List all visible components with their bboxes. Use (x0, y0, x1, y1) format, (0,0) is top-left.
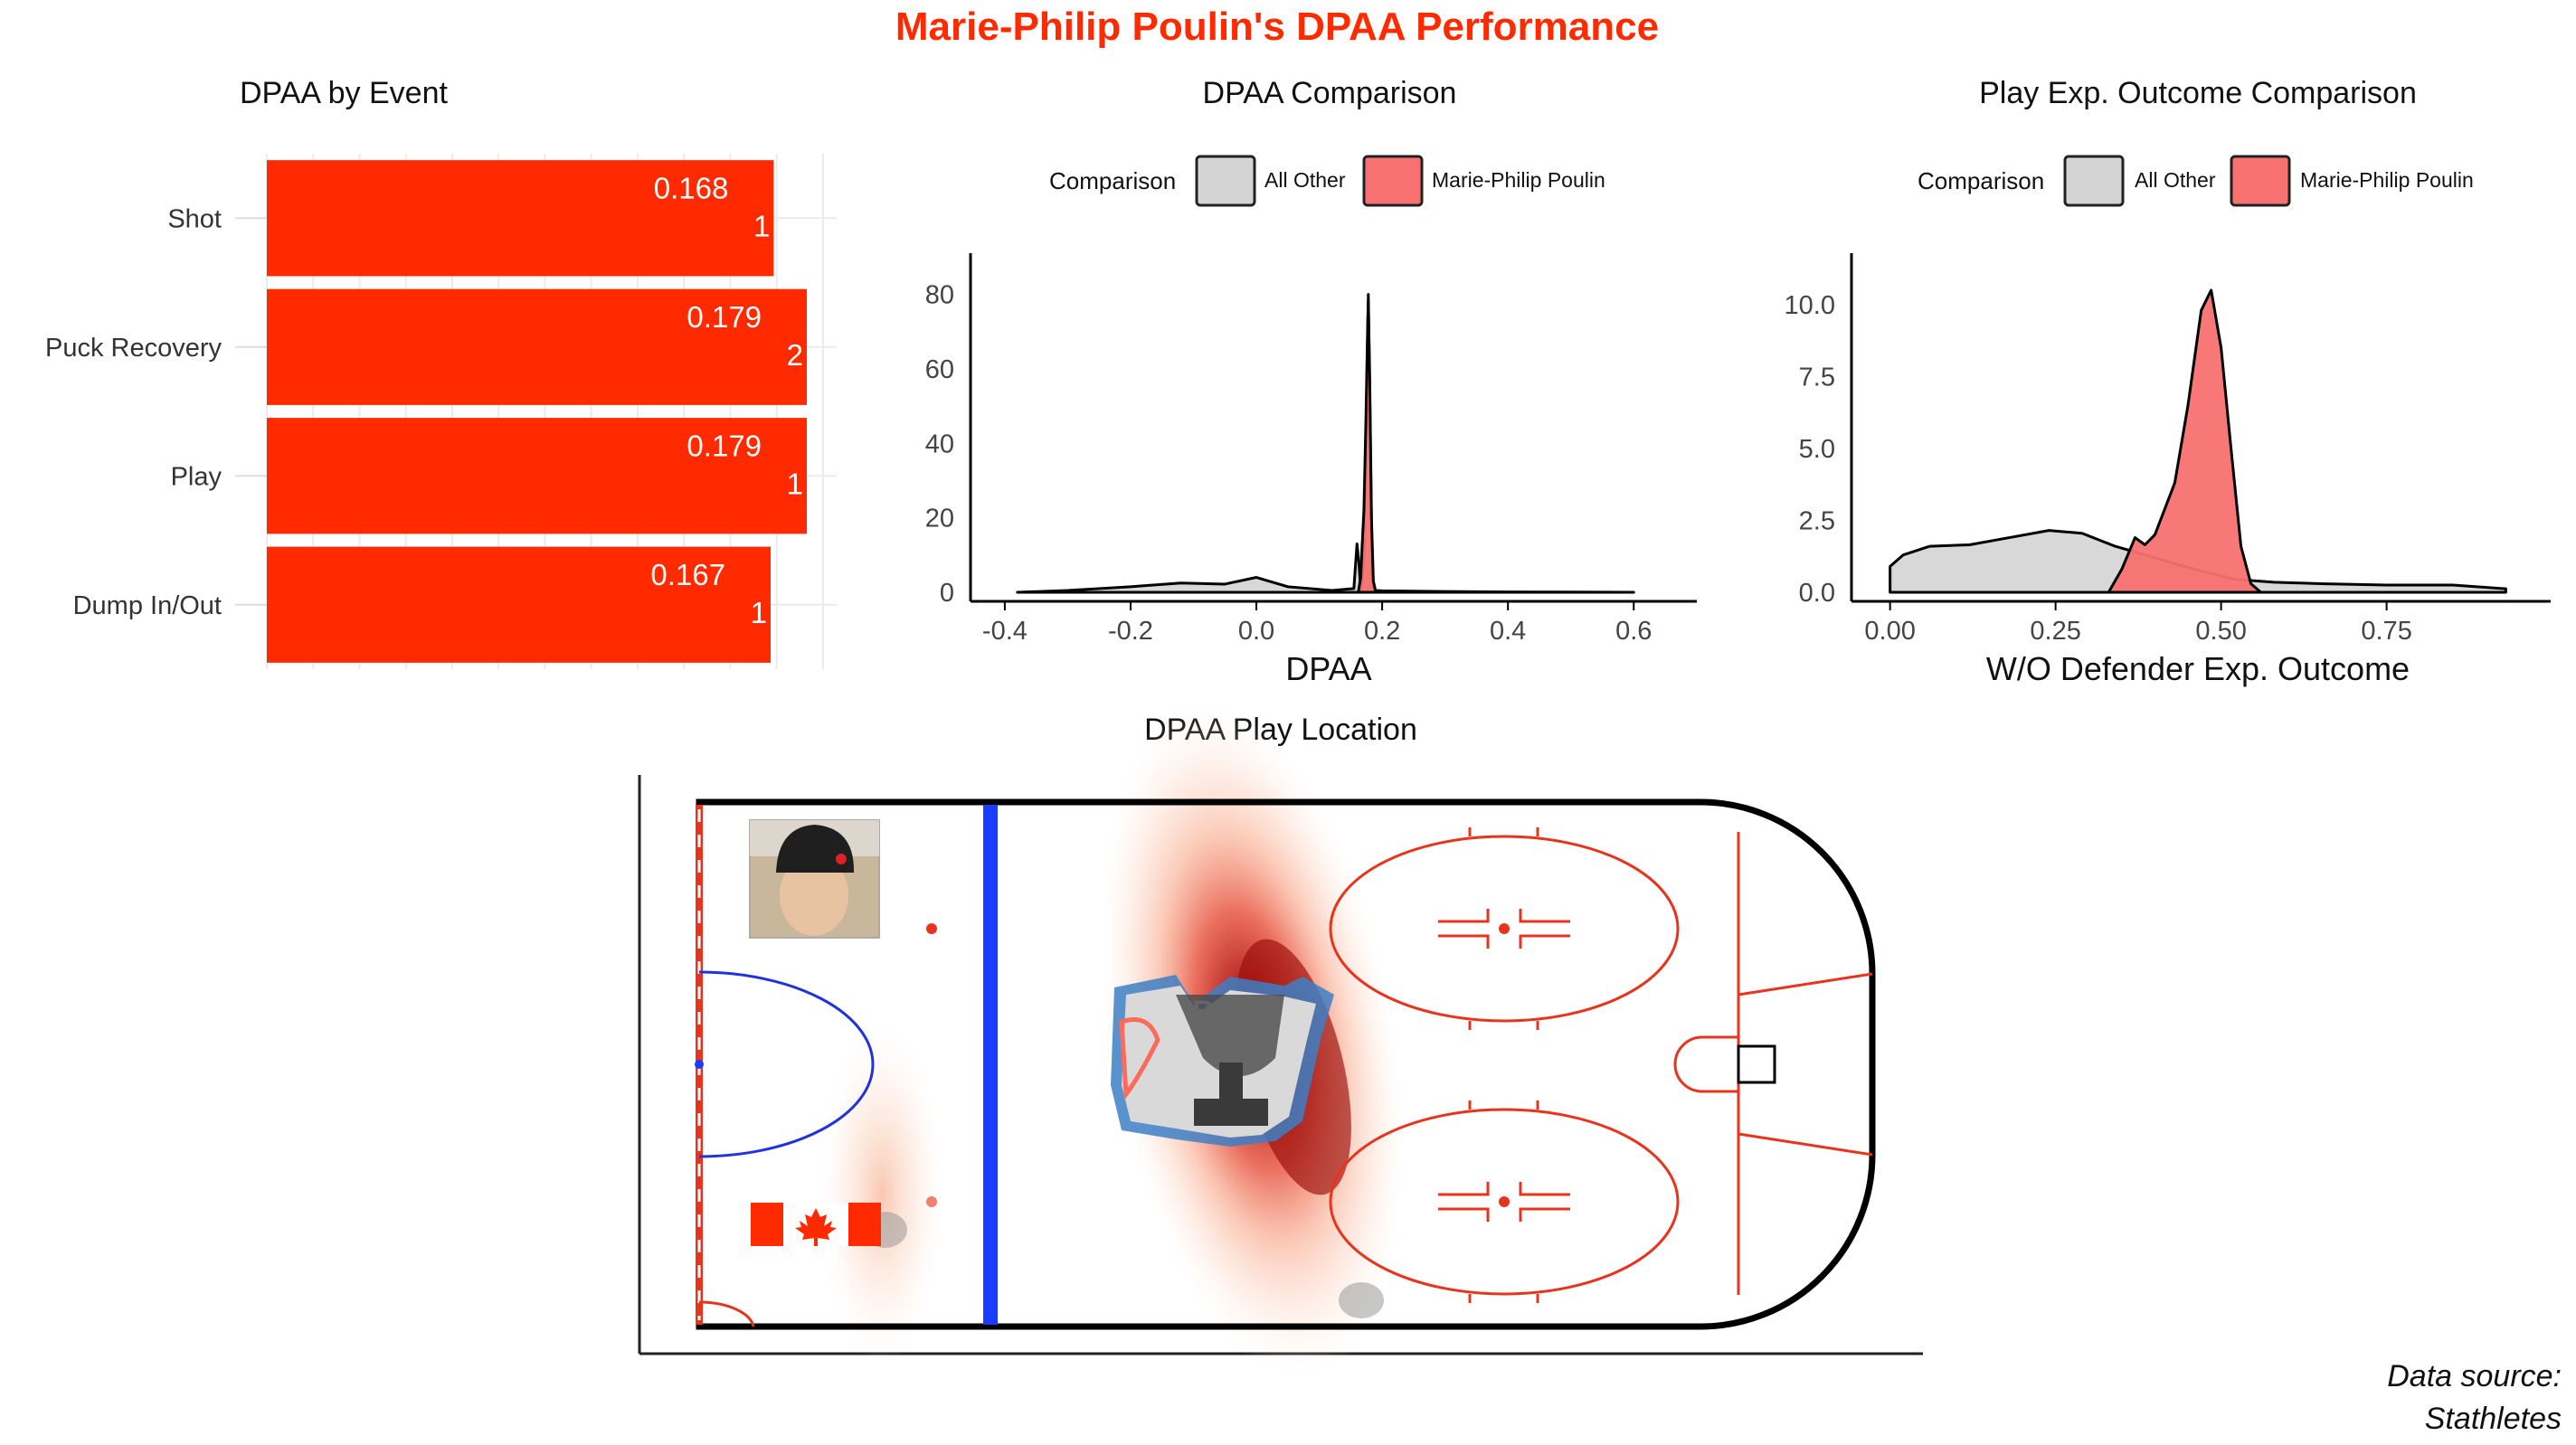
y-tick-label: 5.0 (1799, 435, 1835, 464)
rink-goal-net (1737, 1044, 1776, 1084)
rink-faceoff-hash-bottom (1438, 1100, 1570, 1303)
x-tick-label: -0.4 (982, 617, 1028, 646)
x-tick-label: -0.2 (1108, 617, 1153, 646)
bar-count-label: 1 (787, 467, 803, 500)
bar-dump-in-out (267, 546, 771, 663)
bar-category-label: Shot (167, 204, 222, 233)
density-chart-play-exp-outcome: Play Exp. Outcome Comparison Comparison … (1785, 76, 2551, 687)
density2-title: Play Exp. Outcome Comparison (1979, 76, 2417, 110)
bar-count-label: 2 (787, 338, 803, 372)
density2-legend-swatch-all-other (2063, 155, 2125, 207)
y-tick-label: 10.0 (1785, 291, 1835, 320)
rink-goal-crease (1673, 1035, 1738, 1093)
rink-faceoff-dot-bottom (1499, 1196, 1510, 1207)
rink-trapezoid-top (1738, 972, 1873, 996)
y-tick-label: 7.5 (1799, 363, 1835, 392)
density1-legend-label-poulin: Marie-Philip Poulin (1432, 168, 1605, 192)
bar-category-label: Dump In/Out (73, 591, 222, 620)
density-series-marie-philip-poulin (1357, 300, 1378, 594)
y-tick-label: 0.0 (1799, 579, 1835, 608)
bar-chart-bars: Shot 0.168 1 Puck Recovery 0.179 2 Play 0.179 1 D… (45, 160, 807, 663)
density2-legend-swatch-poulin (2230, 155, 2291, 207)
x-tick-label: 0.25 (2030, 617, 2080, 646)
bar-category-label: Play (171, 462, 223, 491)
rink-center-dot (695, 1060, 704, 1069)
big-data-cup-logo-text: BI (1192, 995, 1223, 1029)
x-tick-label: 0.00 (1864, 617, 1915, 646)
rink-neutral-dot-top (926, 923, 937, 934)
caption-line-2: Stathletes (2425, 1402, 2562, 1436)
density2-axes: 0.00 0.25 0.50 0.75 0.0 2.5 5.0 7.5 10.0 (1785, 253, 2551, 646)
density1-marks (1016, 293, 1635, 594)
y-tick-label: 20 (925, 505, 954, 534)
bar-value-label: 0.168 (654, 171, 729, 204)
density1-legend-swatch-poulin (1362, 155, 1424, 207)
bar-count-label: 1 (753, 209, 770, 242)
density-chart-dpaa-comparison: DPAA Comparison Comparison All Other Mar… (925, 76, 1697, 687)
bar-chart-title: DPAA by Event (240, 76, 448, 110)
density1-legend: Comparison All Other Marie-Philip Poulin (1049, 155, 1605, 207)
bar-count-label: 1 (751, 596, 767, 629)
y-tick-label: 2.5 (1799, 506, 1835, 535)
bar-value-label: 0.167 (650, 558, 725, 591)
heat-point-grey-2 (1339, 1282, 1384, 1318)
density1-legend-title: Comparison (1049, 167, 1176, 194)
rink-faceoff-dot-top (1499, 923, 1510, 934)
x-tick-label: 0.6 (1615, 617, 1652, 646)
player-photo (749, 819, 880, 939)
rink-center-circle (698, 970, 875, 1158)
y-tick-label: 60 (925, 355, 954, 384)
y-tick-label: 0 (940, 579, 954, 608)
bar-value-label: 0.179 (687, 429, 762, 462)
density1-x-axis-label: DPAA (1285, 650, 1371, 687)
density2-legend-label-poulin: Marie-Philip Poulin (2300, 168, 2474, 192)
density2-legend: Comparison All Other Marie-Philip Poulin (1918, 155, 2474, 207)
x-tick-label: 0.75 (2361, 617, 2411, 646)
density1-title: DPAA Comparison (1203, 76, 1457, 110)
rink-faceoff-circle-top (1329, 835, 1680, 1023)
bar-chart-dpaa-by-event: DPAA by Event Shot 0.168 1 Puck Recovery 0.1… (45, 76, 837, 669)
caption-line-1: Data source: (2387, 1359, 2562, 1393)
density1-legend-swatch-all-other (1195, 155, 1256, 207)
rink-bottom-arc (698, 1300, 755, 1327)
density2-x-axis-label: W/O Defender Exp. Outcome (1986, 650, 2410, 687)
density1-legend-label-all-other: All Other (1264, 168, 1346, 192)
rink-blue-line (983, 805, 998, 1325)
density2-legend-label-all-other: All Other (2135, 168, 2216, 192)
bar-puck-recovery (267, 288, 807, 405)
density2-marks (1889, 288, 2507, 594)
bar-shot (267, 160, 774, 277)
rink-neutral-dot-bottom (926, 1196, 937, 1207)
x-tick-label: 0.2 (1364, 617, 1400, 646)
rink-trapezoid-bottom (1738, 1132, 1873, 1157)
density1-axes: -0.4 -0.2 0.0 0.2 0.4 0.6 0 20 40 60 80 (925, 253, 1697, 646)
heat-blob-left (819, 1022, 945, 1365)
density-series-marie-philip-poulin (2107, 288, 2263, 594)
x-tick-label: 0.0 (1238, 617, 1274, 646)
rink-heatmap-dpaa-play-location: DPAA Play Location (638, 700, 1923, 1380)
rink-faceoff-circle-bottom (1329, 1108, 1680, 1296)
x-tick-label: 0.50 (2195, 617, 2246, 646)
bar-play (267, 418, 807, 534)
bar-value-label: 0.179 (687, 300, 762, 334)
bar-category-label: Puck Recovery (45, 334, 223, 363)
y-tick-label: 80 (925, 281, 954, 310)
x-tick-label: 0.4 (1490, 617, 1526, 646)
main-title: Marie-Philip Poulin's DPAA Performance (895, 5, 1659, 49)
big-data-cup-logo: BI (1111, 975, 1334, 1147)
canada-flag-icon (751, 1203, 881, 1246)
density-series-all-other (1016, 293, 1635, 594)
y-tick-label: 40 (925, 430, 954, 458)
density2-legend-title: Comparison (1918, 167, 2044, 194)
rink-faceoff-hash-top (1438, 827, 1570, 1030)
